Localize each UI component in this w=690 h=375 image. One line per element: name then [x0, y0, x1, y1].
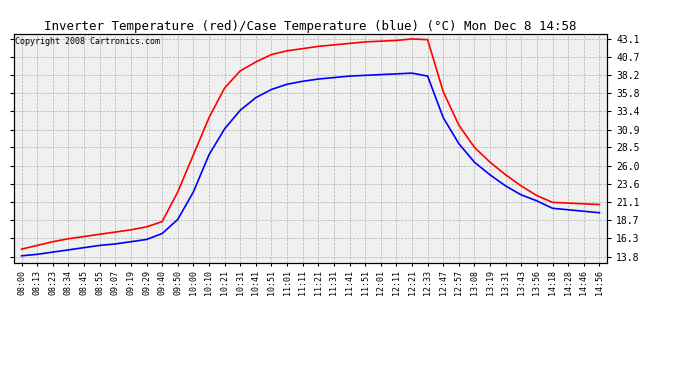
Title: Inverter Temperature (red)/Case Temperature (blue) (°C) Mon Dec 8 14:58: Inverter Temperature (red)/Case Temperat… — [44, 20, 577, 33]
Text: Copyright 2008 Cartronics.com: Copyright 2008 Cartronics.com — [15, 37, 160, 46]
